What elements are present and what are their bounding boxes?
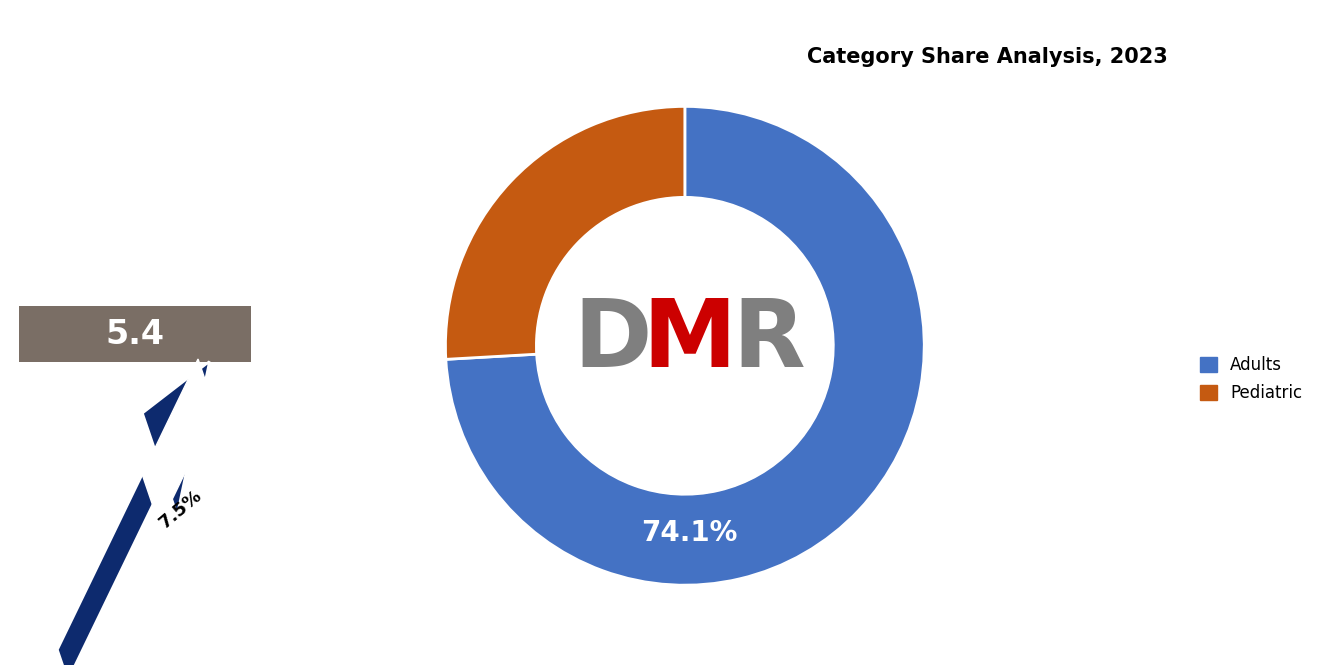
Wedge shape <box>445 106 685 359</box>
Text: 5.4: 5.4 <box>105 318 165 350</box>
Text: Global Wheelchair
Market Size
(USD Billion), 2023: Global Wheelchair Market Size (USD Billi… <box>50 227 220 285</box>
Text: Category Share Analysis, 2023: Category Share Analysis, 2023 <box>807 47 1168 66</box>
Text: CAGR
2023-2032: CAGR 2023-2032 <box>41 481 129 563</box>
Text: M: M <box>643 295 736 387</box>
Text: Dimension
Market
Research: Dimension Market Research <box>53 57 217 156</box>
Text: 7.5%: 7.5% <box>155 485 205 532</box>
Polygon shape <box>58 362 209 665</box>
Wedge shape <box>446 106 925 585</box>
Legend: Adults, Pediatric: Adults, Pediatric <box>1193 349 1309 409</box>
FancyBboxPatch shape <box>18 306 252 362</box>
Text: R: R <box>732 295 805 387</box>
Text: D: D <box>574 295 652 387</box>
Circle shape <box>536 198 834 494</box>
Polygon shape <box>142 359 216 525</box>
Text: 74.1%: 74.1% <box>641 519 738 547</box>
